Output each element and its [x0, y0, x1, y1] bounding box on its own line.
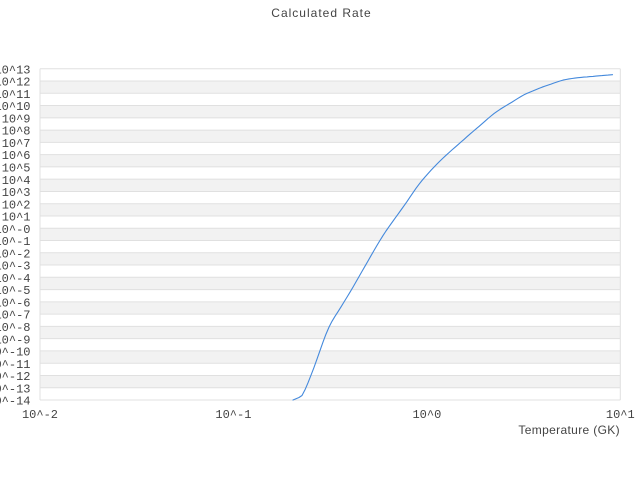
svg-text:10^-14: 10^-14 [0, 395, 31, 409]
svg-text:10^-4: 10^-4 [0, 272, 31, 286]
svg-text:Calculated Rate: Calculated Rate [271, 6, 371, 20]
svg-text:10^6: 10^6 [2, 149, 31, 163]
svg-text:10^-1: 10^-1 [215, 408, 251, 422]
svg-text:10^-11: 10^-11 [0, 358, 31, 372]
svg-text:10^1: 10^1 [606, 408, 635, 422]
svg-text:10^3: 10^3 [2, 186, 31, 200]
svg-text:10^-2: 10^-2 [22, 408, 58, 422]
svg-text:10^1: 10^1 [2, 211, 31, 225]
svg-text:10^-0: 10^-0 [0, 223, 31, 237]
svg-text:10^9: 10^9 [2, 112, 31, 126]
svg-text:10^-7: 10^-7 [0, 309, 31, 323]
svg-text:10^-13: 10^-13 [0, 382, 31, 396]
svg-text:10^5: 10^5 [2, 162, 31, 176]
svg-text:10^12: 10^12 [0, 76, 31, 90]
svg-text:10^-8: 10^-8 [0, 321, 31, 335]
svg-text:10^-1: 10^-1 [0, 235, 31, 249]
svg-text:10^-2: 10^-2 [0, 247, 31, 261]
svg-text:10^7: 10^7 [2, 137, 31, 151]
svg-text:10^-3: 10^-3 [0, 260, 31, 274]
svg-text:10^-9: 10^-9 [0, 333, 31, 347]
svg-text:10^-12: 10^-12 [0, 370, 31, 384]
svg-text:10^0: 10^0 [412, 408, 441, 422]
svg-text:10^-6: 10^-6 [0, 296, 31, 310]
svg-text:10^-10: 10^-10 [0, 346, 31, 360]
svg-text:10^11: 10^11 [0, 88, 31, 102]
svg-text:10^2: 10^2 [2, 198, 31, 212]
svg-text:Temperature (GK): Temperature (GK) [518, 423, 620, 437]
svg-text:10^10: 10^10 [0, 100, 31, 114]
svg-text:10^13: 10^13 [0, 63, 31, 77]
svg-text:10^8: 10^8 [2, 125, 31, 139]
svg-text:10^4: 10^4 [2, 174, 31, 188]
svg-text:10^-5: 10^-5 [0, 284, 31, 298]
